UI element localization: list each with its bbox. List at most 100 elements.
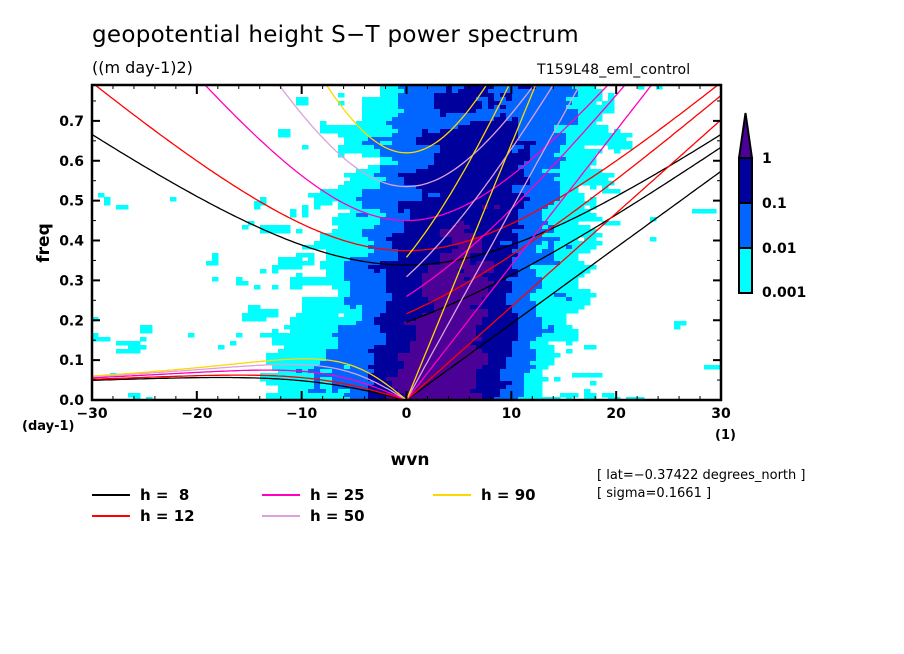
power-cell: [434, 285, 441, 290]
power-cell: [428, 341, 435, 346]
power-cell: [338, 397, 345, 400]
power-cell: [386, 185, 393, 190]
power-cell: [404, 109, 411, 114]
power-cell: [398, 209, 405, 214]
power-cell: [398, 125, 405, 130]
power-cell: [488, 305, 495, 310]
power-cell: [326, 305, 333, 310]
power-cell: [410, 113, 417, 118]
power-cell: [506, 309, 513, 314]
power-cell: [560, 177, 567, 182]
power-cell: [446, 345, 453, 350]
power-cell: [374, 189, 381, 194]
power-cell: [464, 337, 471, 342]
power-cell: [356, 177, 363, 182]
ig1-curve-h50: [278, 85, 535, 188]
power-cell: [518, 153, 525, 158]
power-cell: [398, 289, 405, 294]
power-cell: [344, 365, 351, 370]
power-cell: [404, 221, 411, 226]
power-cell: [542, 377, 549, 382]
power-cell: [386, 161, 393, 166]
power-cell: [500, 177, 507, 182]
power-cell: [398, 189, 405, 194]
power-cell: [398, 85, 405, 90]
power-cell: [500, 297, 507, 302]
power-cell: [566, 225, 573, 230]
power-cell: [320, 121, 327, 126]
power-cell: [452, 165, 459, 170]
power-cell: [488, 185, 495, 190]
power-cell: [584, 201, 591, 206]
power-cell: [428, 233, 435, 238]
power-cell: [410, 221, 417, 226]
power-cell: [338, 329, 345, 334]
power-cell: [548, 217, 555, 222]
power-cell: [422, 273, 429, 278]
power-cell: [398, 353, 405, 358]
power-cell: [332, 369, 339, 374]
power-cell: [356, 213, 363, 218]
power-cell: [326, 197, 333, 202]
power-cell: [344, 125, 351, 130]
power-cell: [476, 145, 483, 150]
power-cell: [356, 369, 363, 374]
power-cell: [272, 381, 279, 386]
power-cell: [524, 325, 531, 330]
power-cell: [266, 393, 273, 398]
power-cell: [590, 173, 597, 178]
power-cell: [494, 377, 501, 382]
power-cell: [410, 249, 417, 254]
power-cell: [344, 141, 351, 146]
power-cell: [506, 297, 513, 302]
power-cell: [482, 305, 489, 310]
power-cell: [518, 237, 525, 242]
power-cell: [512, 293, 519, 298]
power-cell: [458, 329, 465, 334]
power-cell: [344, 173, 351, 178]
power-cell: [584, 141, 591, 146]
power-cell: [356, 389, 363, 394]
power-cell: [416, 181, 423, 186]
power-cell: [290, 265, 297, 270]
power-cell: [476, 301, 483, 306]
power-cell: [542, 113, 549, 118]
power-cell: [560, 201, 567, 206]
power-cell: [584, 389, 591, 394]
power-cell: [428, 153, 435, 158]
power-cell: [422, 185, 429, 190]
power-cell: [398, 333, 405, 338]
power-cell: [314, 353, 321, 358]
power-cell: [386, 137, 393, 142]
power-cell: [596, 97, 603, 102]
power-cell: [542, 225, 549, 230]
power-cell: [494, 309, 501, 314]
power-cell: [536, 249, 543, 254]
power-cell: [314, 241, 321, 246]
power-cell: [590, 153, 597, 158]
power-cell: [434, 193, 441, 198]
power-cell: [506, 97, 513, 102]
power-cell: [542, 305, 549, 310]
power-cell: [524, 373, 531, 378]
power-cell: [278, 369, 285, 374]
power-cell: [434, 165, 441, 170]
power-cell: [548, 353, 555, 358]
power-cell: [488, 329, 495, 334]
power-cell: [584, 213, 591, 218]
power-cell: [434, 385, 441, 390]
power-cell: [410, 241, 417, 246]
power-cell: [590, 117, 597, 122]
power-cell: [578, 157, 585, 162]
power-cell: [596, 129, 603, 134]
power-cell: [488, 93, 495, 98]
power-cell: [554, 313, 561, 318]
power-cell: [254, 309, 261, 314]
power-cell: [590, 161, 597, 166]
power-cell: [350, 369, 357, 374]
power-cell: [506, 245, 513, 250]
power-cell: [308, 297, 315, 302]
power-cell: [374, 185, 381, 190]
power-cell: [314, 337, 321, 342]
power-cell: [374, 149, 381, 154]
